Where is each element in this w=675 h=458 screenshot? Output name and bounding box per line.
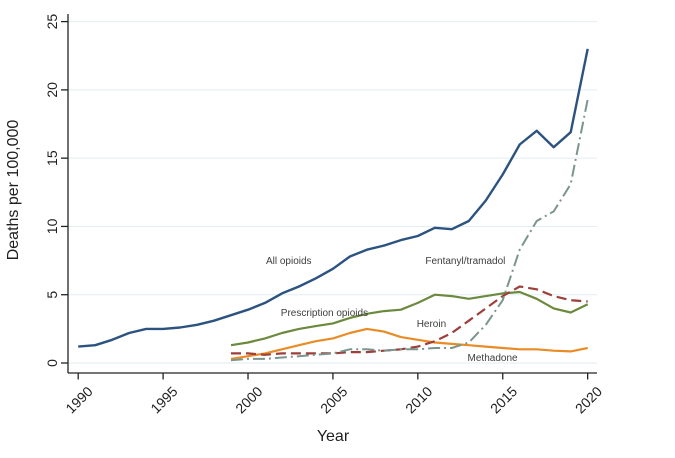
axes xyxy=(61,14,597,380)
x-tick-labels: 1990 1995 2000 2005 2010 2015 2020 xyxy=(62,383,605,416)
series-label-prescription-opioids: Prescription opioids xyxy=(281,308,368,319)
x-tick-label-2020: 2020 xyxy=(572,383,605,416)
series-line-heroin xyxy=(231,285,588,356)
x-tick-label-1990: 1990 xyxy=(62,383,95,416)
series-line-prescription-opioids xyxy=(230,290,589,347)
series-line-all-opioids xyxy=(78,48,589,348)
y-tick-label-20: 20 xyxy=(44,82,60,98)
series-label-fentanyl-tramadol: Fentanyl/tramadol xyxy=(425,256,505,267)
x-tick-label-2010: 2010 xyxy=(402,383,435,416)
x-tick-label-1995: 1995 xyxy=(147,383,180,416)
x-axis-title: Year xyxy=(317,428,350,445)
y-tick-label-0: 0 xyxy=(44,359,60,367)
x-tick-label-2005: 2005 xyxy=(317,383,350,416)
series-line-fentanyl-tramadol xyxy=(230,99,589,362)
y-tick-label-5: 5 xyxy=(44,291,60,299)
series-labels: All opioids Fentanyl/tramadol Prescription… xyxy=(266,256,518,364)
series-label-all-opioids: All opioids xyxy=(266,256,312,267)
y-tick-label-15: 15 xyxy=(44,150,60,166)
series-label-methadone: Methadone xyxy=(468,353,518,364)
series-label-heroin: Heroin xyxy=(417,319,446,330)
y-tick-label-25: 25 xyxy=(44,14,60,30)
y-tick-labels: 0 5 10 15 20 25 xyxy=(44,14,60,367)
y-axis-title: Deaths per 100,000 xyxy=(5,120,22,261)
gridlines xyxy=(68,21,597,364)
series-line-methadone xyxy=(230,327,588,360)
series-lines xyxy=(78,48,589,362)
y-tick-label-10: 10 xyxy=(44,218,60,234)
x-tick-label-2000: 2000 xyxy=(232,383,265,416)
x-tick-label-2015: 2015 xyxy=(487,383,520,416)
